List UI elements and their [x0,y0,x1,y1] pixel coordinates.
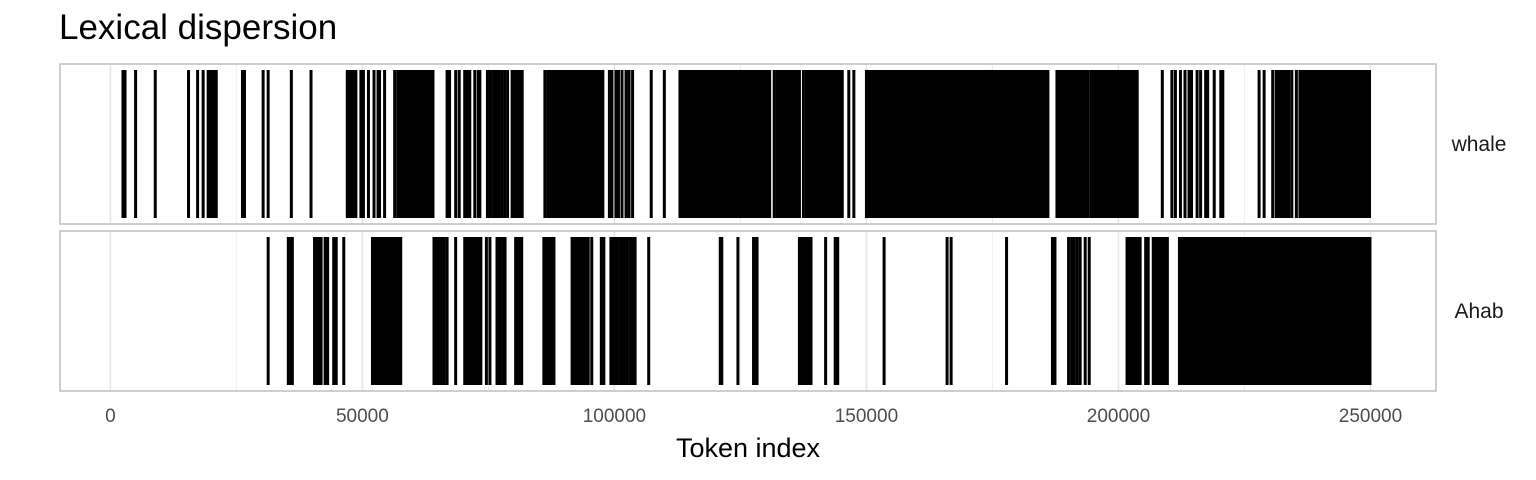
panel-border [59,230,1437,392]
x-tick-label: 250000 [1339,406,1402,427]
panel-border [59,63,1437,225]
panels: whale Ahab [59,63,1507,392]
strip-label-ahab: Ahab [1454,300,1503,323]
chart-title: Lexical dispersion [59,8,338,47]
strip-label-whale: whale [1451,133,1507,156]
x-axis: 0 50000 100000 150000 200000 250000 [105,406,1402,427]
x-tick-label: 200000 [1087,406,1150,427]
x-tick-label: 50000 [336,406,389,427]
x-tick-label: 150000 [835,406,898,427]
panel-ahab: Ahab [59,230,1504,392]
x-axis-title: Token index [676,433,821,463]
x-tick-label: 100000 [583,406,646,427]
panel-whale: whale [59,63,1507,225]
x-tick-label: 0 [105,406,116,427]
